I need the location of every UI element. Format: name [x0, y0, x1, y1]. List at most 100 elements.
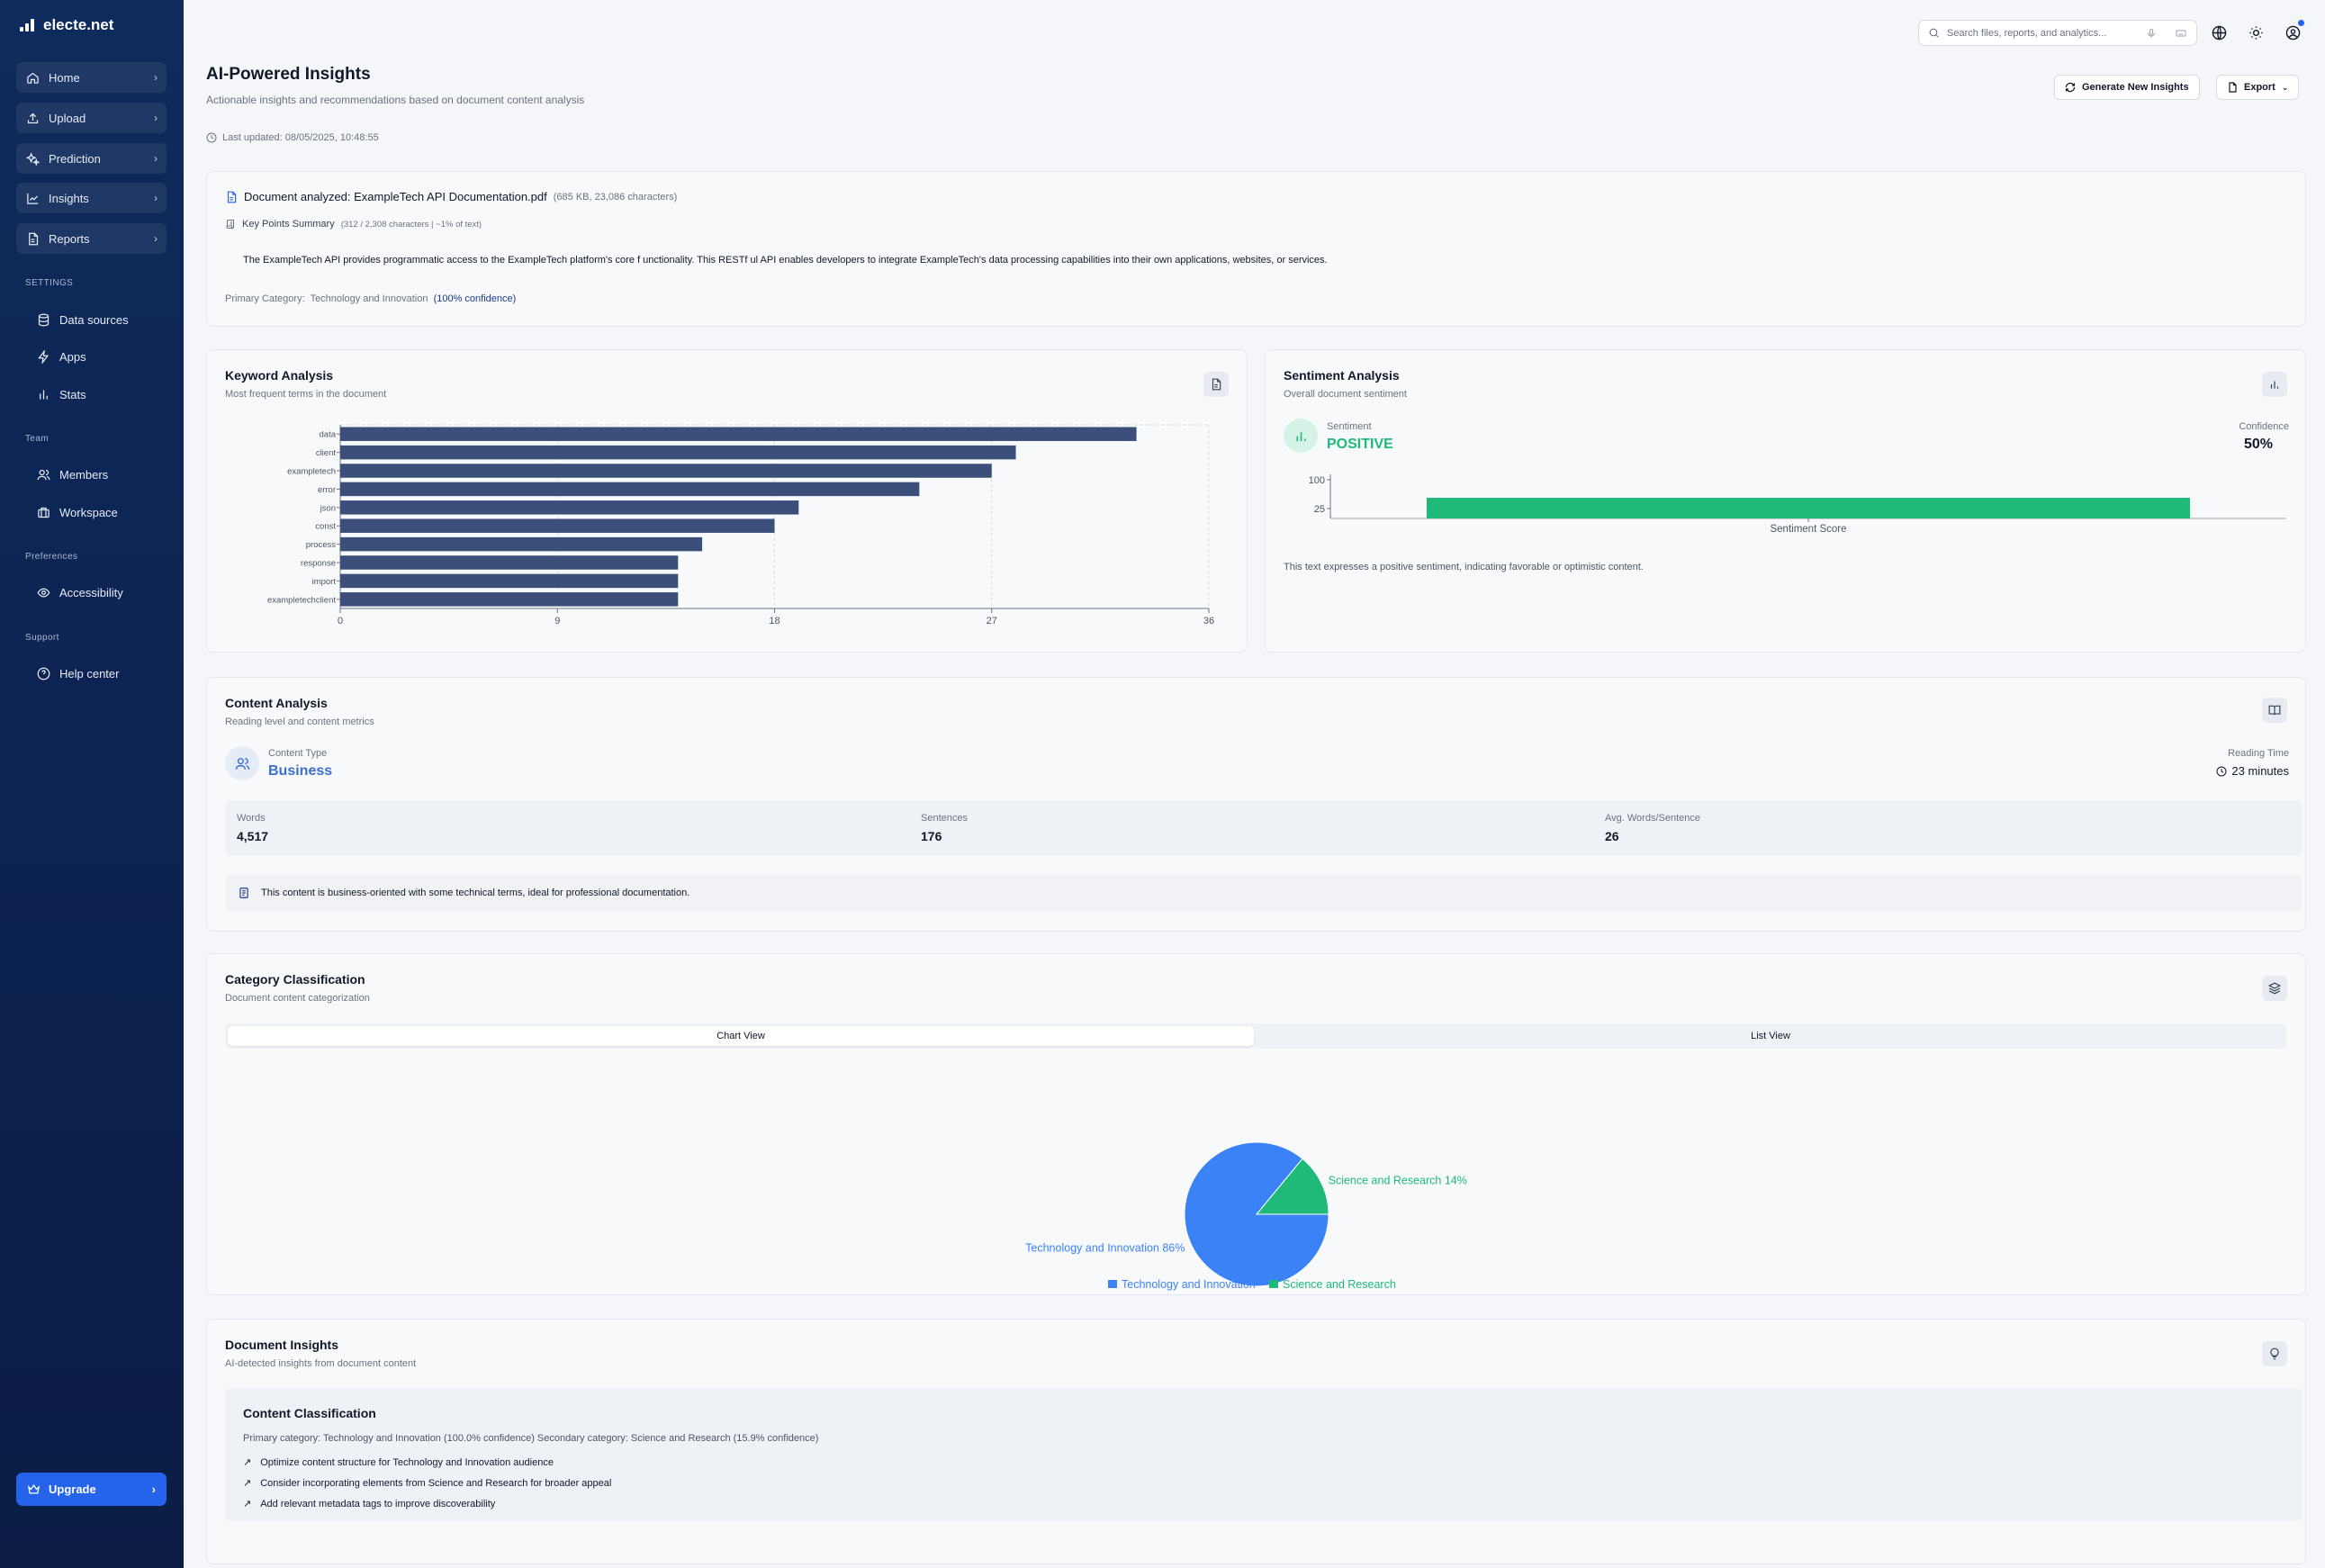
pie-slice: [1255, 1158, 1329, 1215]
keyword-analysis-card: Keyword Analysis Most frequent terms in …: [206, 349, 1248, 653]
sidebar-item-label: Help center: [59, 666, 120, 680]
keyboard-icon[interactable]: [2175, 28, 2187, 39]
sidebar-item-prediction[interactable]: Prediction ›: [16, 143, 167, 174]
content-analysis-subtitle: Reading level and content metrics: [225, 716, 374, 727]
confidence-value: 50%: [2243, 437, 2273, 452]
metric-words-label: Words: [237, 813, 266, 824]
y-tick-label: json: [320, 503, 336, 513]
metric-sentences: Sentences 176: [921, 813, 968, 843]
tab-list-view[interactable]: List View: [1751, 1031, 1790, 1041]
clock-icon: [206, 132, 217, 143]
document-insights-card: Document Insights AI-detected insights f…: [206, 1319, 2306, 1564]
content-analysis-title: Content Analysis: [225, 696, 328, 710]
reading-time: 23 minutes: [2192, 764, 2289, 778]
y-tick-label: process: [306, 540, 337, 550]
tab-chart-view[interactable]: Chart View: [228, 1026, 1254, 1046]
last-updated-text: Last updated: 08/05/2025, 10:48:55: [222, 132, 379, 143]
export-button[interactable]: Export ⌄: [2216, 75, 2300, 100]
users-icon: [225, 746, 259, 780]
sidebar-item-label: Data sources: [59, 312, 129, 327]
preferences-section-label: Preferences: [25, 552, 78, 562]
bar: [340, 573, 679, 589]
content-metrics: Words 4,517 Sentences 176 Avg. Words/Sen…: [225, 800, 2302, 856]
book-open-icon[interactable]: [2262, 698, 2287, 723]
sidebar-item-stats[interactable]: Stats: [36, 382, 86, 407]
logo-bars-icon: [20, 19, 34, 32]
legend-label: Technology and Innovation: [1122, 1278, 1256, 1291]
layers-icon[interactable]: [2262, 976, 2287, 1001]
search-icon: [1928, 27, 1940, 39]
bar-chart-icon[interactable]: [2262, 372, 2287, 397]
sidebar-item-accessibility[interactable]: Accessibility: [36, 580, 123, 605]
pie-slice-label: Science and Research 14%: [1329, 1175, 1467, 1187]
sidebar-item-label: Home: [49, 70, 80, 85]
x-tick-label: Sentiment Score: [1770, 524, 1846, 535]
upload-icon: [25, 111, 40, 125]
metric-sentences-label: Sentences: [921, 813, 968, 824]
sidebar-item-reports[interactable]: Reports ›: [16, 223, 167, 254]
pie-slice-label: Technology and Innovation 86%: [1025, 1241, 1185, 1254]
category-title: Category Classification: [225, 972, 365, 987]
bolt-icon: [36, 349, 50, 364]
globe-icon[interactable]: [2206, 20, 2232, 46]
sidebar-item-workspace[interactable]: Workspace: [36, 500, 118, 525]
file-text-icon[interactable]: [1203, 372, 1229, 397]
x-tick-label: 18: [769, 616, 780, 626]
category-classification-card: Category Classification Document content…: [206, 953, 2306, 1295]
file-export-icon: [2227, 82, 2238, 93]
refresh-icon: [2065, 82, 2076, 93]
content-note-text: This content is business-oriented with s…: [261, 888, 690, 898]
home-icon: [25, 70, 40, 85]
keyword-analysis-subtitle: Most frequent terms in the document: [225, 389, 387, 400]
sidebar-item-members[interactable]: Members: [36, 462, 108, 487]
settings-section-label: SETTINGS: [25, 278, 74, 288]
key-points-line: Key Points Summary (312 / 2,308 characte…: [225, 219, 482, 230]
sidebar: electe.net Home › Upload › Prediction › …: [0, 0, 184, 1568]
chevron-right-icon: ›: [154, 232, 158, 245]
sidebar-item-data-sources[interactable]: Data sources: [36, 307, 129, 332]
bar: [340, 500, 799, 515]
upgrade-button[interactable]: Upgrade ›: [16, 1473, 167, 1506]
chevron-right-icon: ›: [154, 112, 158, 124]
microphone-icon[interactable]: [2146, 28, 2157, 39]
content-type-value: Business: [268, 763, 333, 779]
file-text-icon: [225, 191, 238, 203]
metric-words: Words 4,517: [237, 813, 268, 843]
theme-sun-icon[interactable]: [2243, 20, 2269, 46]
primary-category-line: Primary Category: Technology and Innovat…: [225, 293, 516, 304]
category-subtitle: Document content categorization: [225, 993, 370, 1004]
search-input[interactable]: Search files, reports, and analytics...: [1918, 20, 2197, 46]
sidebar-item-insights[interactable]: Insights ›: [16, 183, 167, 213]
team-section-label: Team: [25, 434, 50, 444]
sidebar-item-label: Upload: [49, 111, 86, 125]
support-section-label: Support: [25, 633, 59, 643]
sidebar-item-label: Accessibility: [59, 585, 123, 599]
chevron-right-icon: ›: [154, 152, 158, 165]
page-subtitle: Actionable insights and recommendations …: [206, 94, 585, 106]
x-tick-label: 0: [338, 616, 343, 626]
user-avatar-icon[interactable]: [2280, 20, 2306, 46]
confidence-label: Confidence: [2239, 421, 2289, 432]
insight-bullet-text: Consider incorporating elements from Sci…: [260, 1477, 612, 1489]
topbar: Search files, reports, and analytics...: [184, 0, 2325, 63]
view-tabs: Chart View List View: [225, 1023, 2286, 1049]
sentiment-label: Sentiment: [1327, 421, 1372, 432]
sidebar-item-help-center[interactable]: Help center: [36, 661, 119, 686]
sidebar-item-upload[interactable]: Upload ›: [16, 103, 167, 133]
y-tick-label: error: [318, 485, 336, 495]
sidebar-item-apps[interactable]: Apps: [36, 344, 86, 369]
sentiment-bar: [1427, 498, 2190, 518]
reading-time-label: Reading Time: [2228, 748, 2289, 759]
bar: [340, 464, 992, 478]
brand-logo[interactable]: electe.net: [20, 16, 113, 34]
sidebar-item-home[interactable]: Home ›: [16, 62, 167, 93]
document-size: (685 KB, 23,086 characters): [553, 191, 678, 203]
briefcase-icon: [36, 505, 50, 519]
page-header: AI-Powered Insights Actionable insights …: [206, 65, 584, 106]
bar: [340, 555, 679, 570]
insight-bullet: ↗ Add relevant metadata tags to improve d…: [243, 1498, 495, 1510]
y-tick-label: exampletech: [287, 467, 336, 477]
reading-time-value: 23 minutes: [2231, 764, 2289, 778]
lightbulb-icon[interactable]: [2262, 1341, 2287, 1366]
generate-insights-button[interactable]: Generate New Insights: [2054, 75, 2200, 100]
